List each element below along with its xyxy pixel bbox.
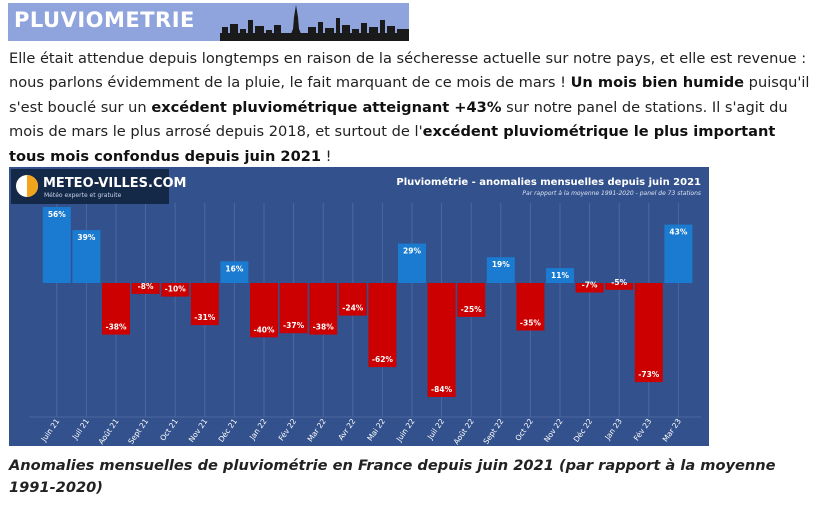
bar	[486, 257, 515, 283]
data-label: -40%	[253, 325, 275, 334]
intro-bold-1: Un mois bien humide	[570, 74, 745, 92]
data-label: -5%	[611, 278, 627, 287]
bar	[338, 283, 367, 316]
bar	[220, 261, 249, 283]
data-label: -35%	[520, 319, 542, 328]
data-label: -24%	[342, 304, 364, 313]
section-title: PLUVIOMETRIE	[14, 8, 195, 32]
data-label: -62%	[372, 355, 394, 364]
site-logo: METEO-VILLES.COM Météo experte et gratui…	[11, 169, 186, 204]
bar	[161, 283, 190, 297]
intro-text-3: sur notre panel de stations. Il s'agit d…	[9, 98, 788, 141]
data-label: -31%	[194, 313, 216, 322]
bar	[605, 283, 634, 290]
section-banner: PLUVIOMETRIE	[8, 3, 409, 41]
bar	[427, 283, 456, 397]
intro-text-4: !	[321, 147, 332, 165]
bar	[72, 230, 101, 283]
data-label: 39%	[77, 233, 95, 242]
data-label: -25%	[461, 305, 483, 314]
data-label: -8%	[138, 282, 154, 291]
data-label: -84%	[431, 385, 453, 394]
data-label: -37%	[283, 321, 305, 330]
bar	[250, 283, 278, 338]
intro-text-2: puisqu'il s'est bouclé sur un	[9, 74, 810, 116]
data-label: -10%	[165, 285, 187, 294]
logo-moon-icon	[27, 175, 38, 197]
intro-bold-2: excédent pluviométrique atteignant +43%	[151, 98, 502, 116]
bar	[131, 283, 160, 294]
logo-name: METEO-VILLES.COM	[43, 176, 186, 191]
chart-subtitle: Par rapport à la moyenne 1991-2020 - pan…	[522, 190, 701, 197]
bar	[516, 283, 545, 331]
paris-skyline-icon	[220, 5, 409, 41]
bar	[42, 207, 71, 283]
intro-paragraph: Elle était attendue depuis longtemps en …	[9, 47, 815, 169]
data-label: 43%	[669, 228, 687, 237]
data-label: 56%	[48, 210, 66, 219]
data-label: 19%	[492, 260, 510, 269]
chart-title: Pluviométrie - anomalies mensuelles depu…	[396, 176, 701, 188]
data-label: -38%	[105, 323, 127, 332]
bar	[575, 283, 604, 293]
bar	[457, 283, 486, 317]
data-label: 11%	[551, 271, 569, 280]
chart-caption: Anomalies mensuelles de pluviométrie en …	[9, 457, 776, 496]
data-label: 29%	[403, 247, 421, 256]
bar	[664, 224, 693, 283]
bar	[634, 283, 663, 383]
intro-bold-3: excédent pluviométrique le plus importan…	[9, 123, 776, 165]
data-label: -38%	[313, 323, 335, 332]
data-label: -7%	[582, 281, 598, 290]
bar	[102, 283, 130, 335]
bar	[309, 283, 338, 335]
logo-tagline: Météo experte et gratuite	[44, 192, 122, 199]
bar	[546, 268, 574, 283]
data-label: 16%	[225, 264, 243, 273]
bar	[190, 283, 219, 326]
intro-text-1: Elle était attendue depuis longtemps en …	[9, 50, 807, 92]
bar	[368, 283, 397, 368]
bar	[398, 243, 426, 283]
data-label: -73%	[638, 370, 660, 379]
bar	[279, 283, 308, 334]
